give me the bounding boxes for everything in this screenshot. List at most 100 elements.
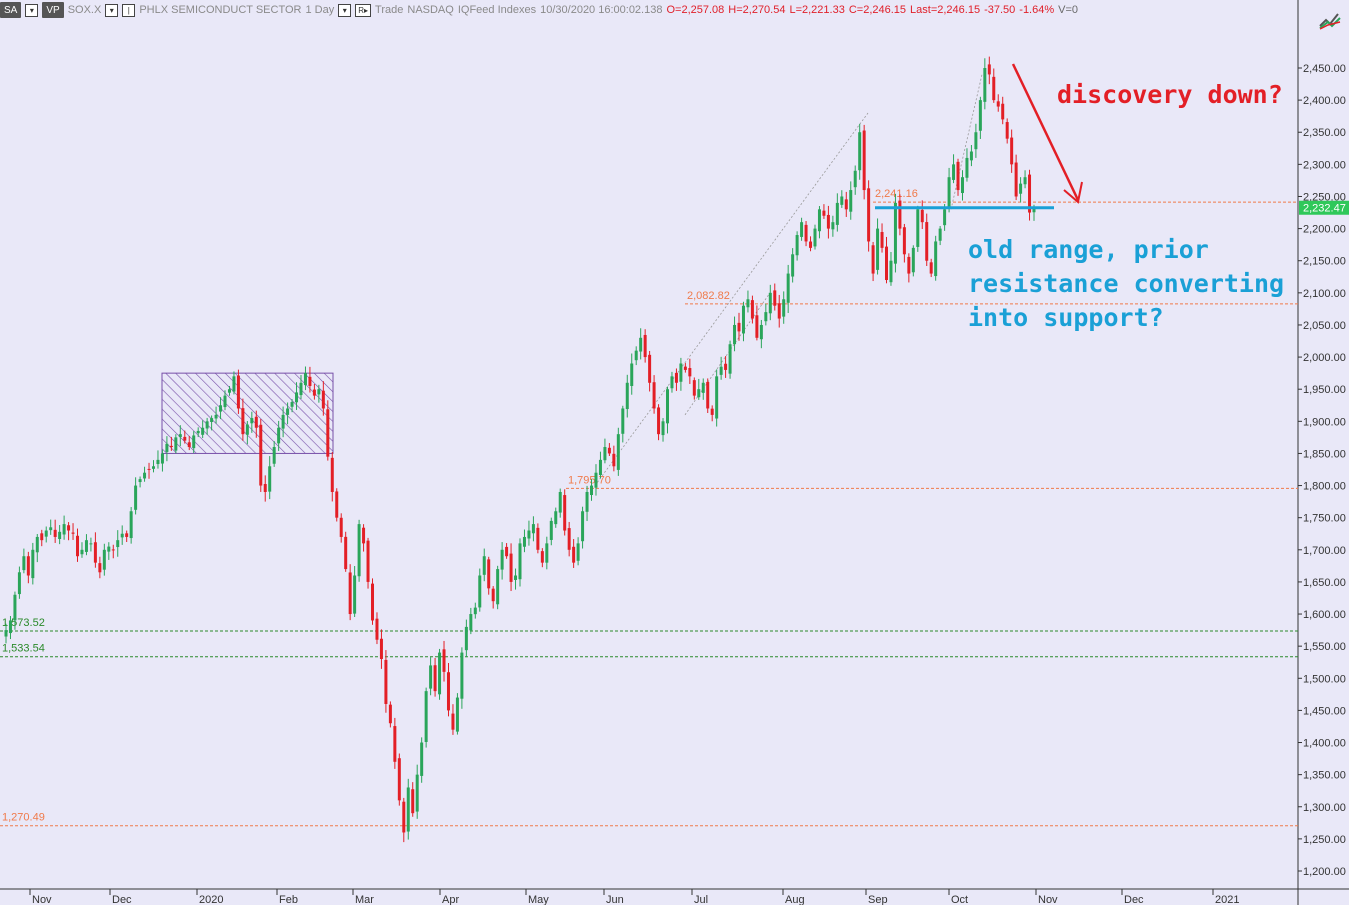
r-button[interactable]: R ▸ [355,3,372,17]
candle-body-149 [670,376,674,389]
candle-body-198 [889,260,893,283]
y-tick-label-4: 1,400.00 [1303,738,1346,750]
y-tick-label-12: 1,800.00 [1303,481,1346,493]
candle-body-124 [558,491,562,513]
candle-body-0 [4,630,8,637]
y-tick-label-7: 1,550.00 [1303,641,1346,653]
y-tick-label-5: 1,450.00 [1303,705,1346,717]
candle-body-165 [741,305,745,334]
candle-body-125 [563,495,567,531]
candle-body-96 [433,665,437,692]
candle-body-182 [817,209,821,232]
chart-tools-icon[interactable] [1318,10,1342,30]
candle-body-29 [134,485,138,510]
candle-body-118 [531,524,535,534]
candle-body-74 [335,491,339,518]
symbol-label[interactable]: SOX.X [67,4,102,16]
y-tick-label-17: 2,050.00 [1303,320,1346,332]
instrument-name: PHLX SEMICONDUCT SECTOR [139,4,302,16]
candle-body-144 [648,354,652,383]
x-tick-label-12: Nov [1038,894,1058,905]
vp-button[interactable]: VP [42,2,64,18]
candle-body-70 [317,389,321,395]
candle-body-23 [107,546,111,552]
candle-body-190 [853,170,857,188]
candle-body-6 [31,549,35,579]
candle-body-99 [446,672,450,711]
candle-body-159 [715,376,719,419]
candle-body-220 [987,64,991,75]
candle-body-86 [388,704,392,724]
candle-body-105 [473,607,477,615]
candle-body-225 [1010,137,1014,165]
candle-body-206 [925,222,929,261]
candle-body-79 [357,524,361,577]
candle-body-142 [639,337,643,352]
candle-body-76 [344,536,348,570]
y-tick-label-23: 2,350.00 [1303,127,1346,139]
candle-body-57 [259,424,263,486]
y-tick-label-1: 1,250.00 [1303,834,1346,846]
candle-body-31 [143,472,147,479]
candle-body-8 [40,533,44,541]
candle-body-183 [822,210,826,216]
candle-body-194 [871,245,875,274]
candle-body-153 [688,368,692,377]
candle-body-2 [13,594,17,621]
exchange-label: NASDAQ [407,4,454,16]
candle-body-162 [728,344,732,374]
sa-button-label: SA [4,4,18,16]
candle-body-215 [965,157,969,178]
x-tick-label-11: Oct [951,894,968,905]
candle-body-170 [764,312,768,322]
candle-body-189 [849,190,853,212]
candle-body-30 [138,479,142,483]
sa-button[interactable]: SA [0,2,22,18]
candle-body-89 [402,801,406,833]
interval-label[interactable]: 1 Day [305,4,335,16]
candle-body-158 [710,408,714,415]
candle-body-178 [800,222,804,237]
x-tick-label-1: Dec [112,894,132,905]
candle-body-171 [768,292,772,314]
candle-body-147 [661,421,665,436]
y-tick-label-0: 1,200.00 [1303,866,1346,878]
interval-dropdown-icon[interactable]: ▾ [338,3,352,17]
candle-body-71 [321,390,325,409]
candle-body-187 [840,196,844,205]
trend-line-3 [950,74,983,210]
sa-dropdown-icon[interactable]: ▾ [25,3,39,17]
info-icon[interactable]: | [122,3,136,17]
level-label-0: 2,241.16 [875,188,918,200]
chart-toolbar: SA ▾ VP SOX.X ▾ | PHLX SEMICONDUCT SECTO… [0,0,1298,20]
candle-body-130 [585,491,589,512]
candle-body-128 [576,543,580,561]
candle-body-166 [746,299,750,308]
candle-body-141 [634,350,638,361]
candle-body-48 [219,405,223,412]
candle-body-203 [911,247,915,273]
candle-body-173 [777,303,781,319]
candle-body-176 [791,254,795,277]
y-tick-label-20: 2,200.00 [1303,224,1346,236]
candle-body-97 [438,652,442,695]
candle-body-152 [683,366,687,370]
trend-line-1 [594,112,869,486]
candle-body-27 [125,533,129,537]
candle-body-224 [1005,122,1009,139]
candle-body-209 [938,228,942,241]
symbol-dropdown-icon[interactable]: ▾ [105,3,119,17]
candle-body-103 [464,626,468,651]
r-button-label: R [358,5,365,15]
candle-body-69 [312,389,316,396]
candle-body-37 [169,445,173,448]
candle-body-43 [196,430,200,434]
candle-body-18 [84,540,88,552]
candle-body-46 [210,418,214,422]
last-value: Last=2,246.15 [910,4,981,16]
candle-body-160 [719,366,723,375]
candle-body-106 [478,575,482,608]
high-value: H=2,270.54 [728,4,786,16]
candle-body-163 [733,324,737,345]
